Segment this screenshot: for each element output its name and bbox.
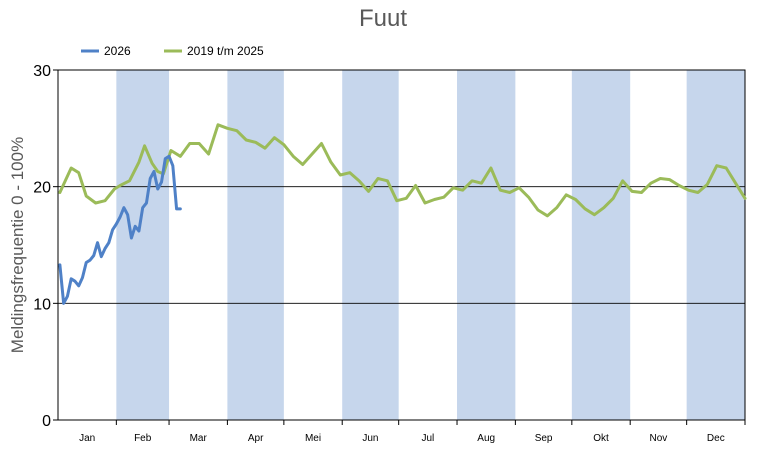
y-tick-label-0: 0 (42, 413, 51, 430)
x-tick-label-apr: Apr (248, 433, 264, 444)
chart-title: Fuut (359, 5, 407, 32)
x-tick-label-aug: Aug (477, 433, 495, 444)
shade-band-jun (342, 70, 399, 420)
shade-band-apr (227, 70, 284, 420)
y-tick-label-30: 30 (33, 63, 51, 80)
series-line-2026 (58, 154, 182, 305)
series-line-2019-t-m-2025 (58, 123, 747, 218)
shade-band-dec (686, 70, 745, 420)
shade-band-aug (457, 70, 516, 420)
x-tick-label-mar: Mar (190, 433, 208, 444)
y-tick-label-20: 20 (33, 180, 51, 197)
y-axis-ticks: 0 10 20 30 (33, 63, 58, 430)
x-tick-label-nov: Nov (650, 433, 668, 444)
month-shading-bands (116, 70, 745, 420)
x-tick-label-jun: Jun (362, 433, 378, 444)
x-tick-label-feb: Feb (134, 433, 152, 444)
plot-area-frame (57, 69, 746, 421)
x-tick-label-dec: Dec (707, 433, 725, 444)
x-tick-label-okt: Okt (593, 433, 609, 444)
x-tick-label-sep: Sep (535, 433, 553, 444)
legend: 2026 2019 t/m 2025 (81, 44, 264, 58)
gridlines (58, 186, 745, 304)
x-tick-label-mei: Mei (305, 433, 321, 444)
shade-band-feb (116, 70, 170, 420)
legend-label-2026: 2026 (104, 44, 131, 58)
x-tick-label-jul: Jul (421, 433, 434, 444)
x-axis-ticks: Jan Feb Mar Apr Mei Jun Jul Aug Sep Okt Nov Dec (79, 420, 746, 444)
x-tick-label-jan: Jan (79, 433, 95, 444)
legend-label-2019-2025: 2019 t/m 2025 (187, 44, 264, 58)
y-axis-label: Meldingsfrequentie 0 - 100% (8, 137, 27, 353)
series-lines (58, 123, 747, 305)
y-tick-label-10: 10 (33, 296, 51, 313)
shade-band-okt (571, 70, 631, 420)
